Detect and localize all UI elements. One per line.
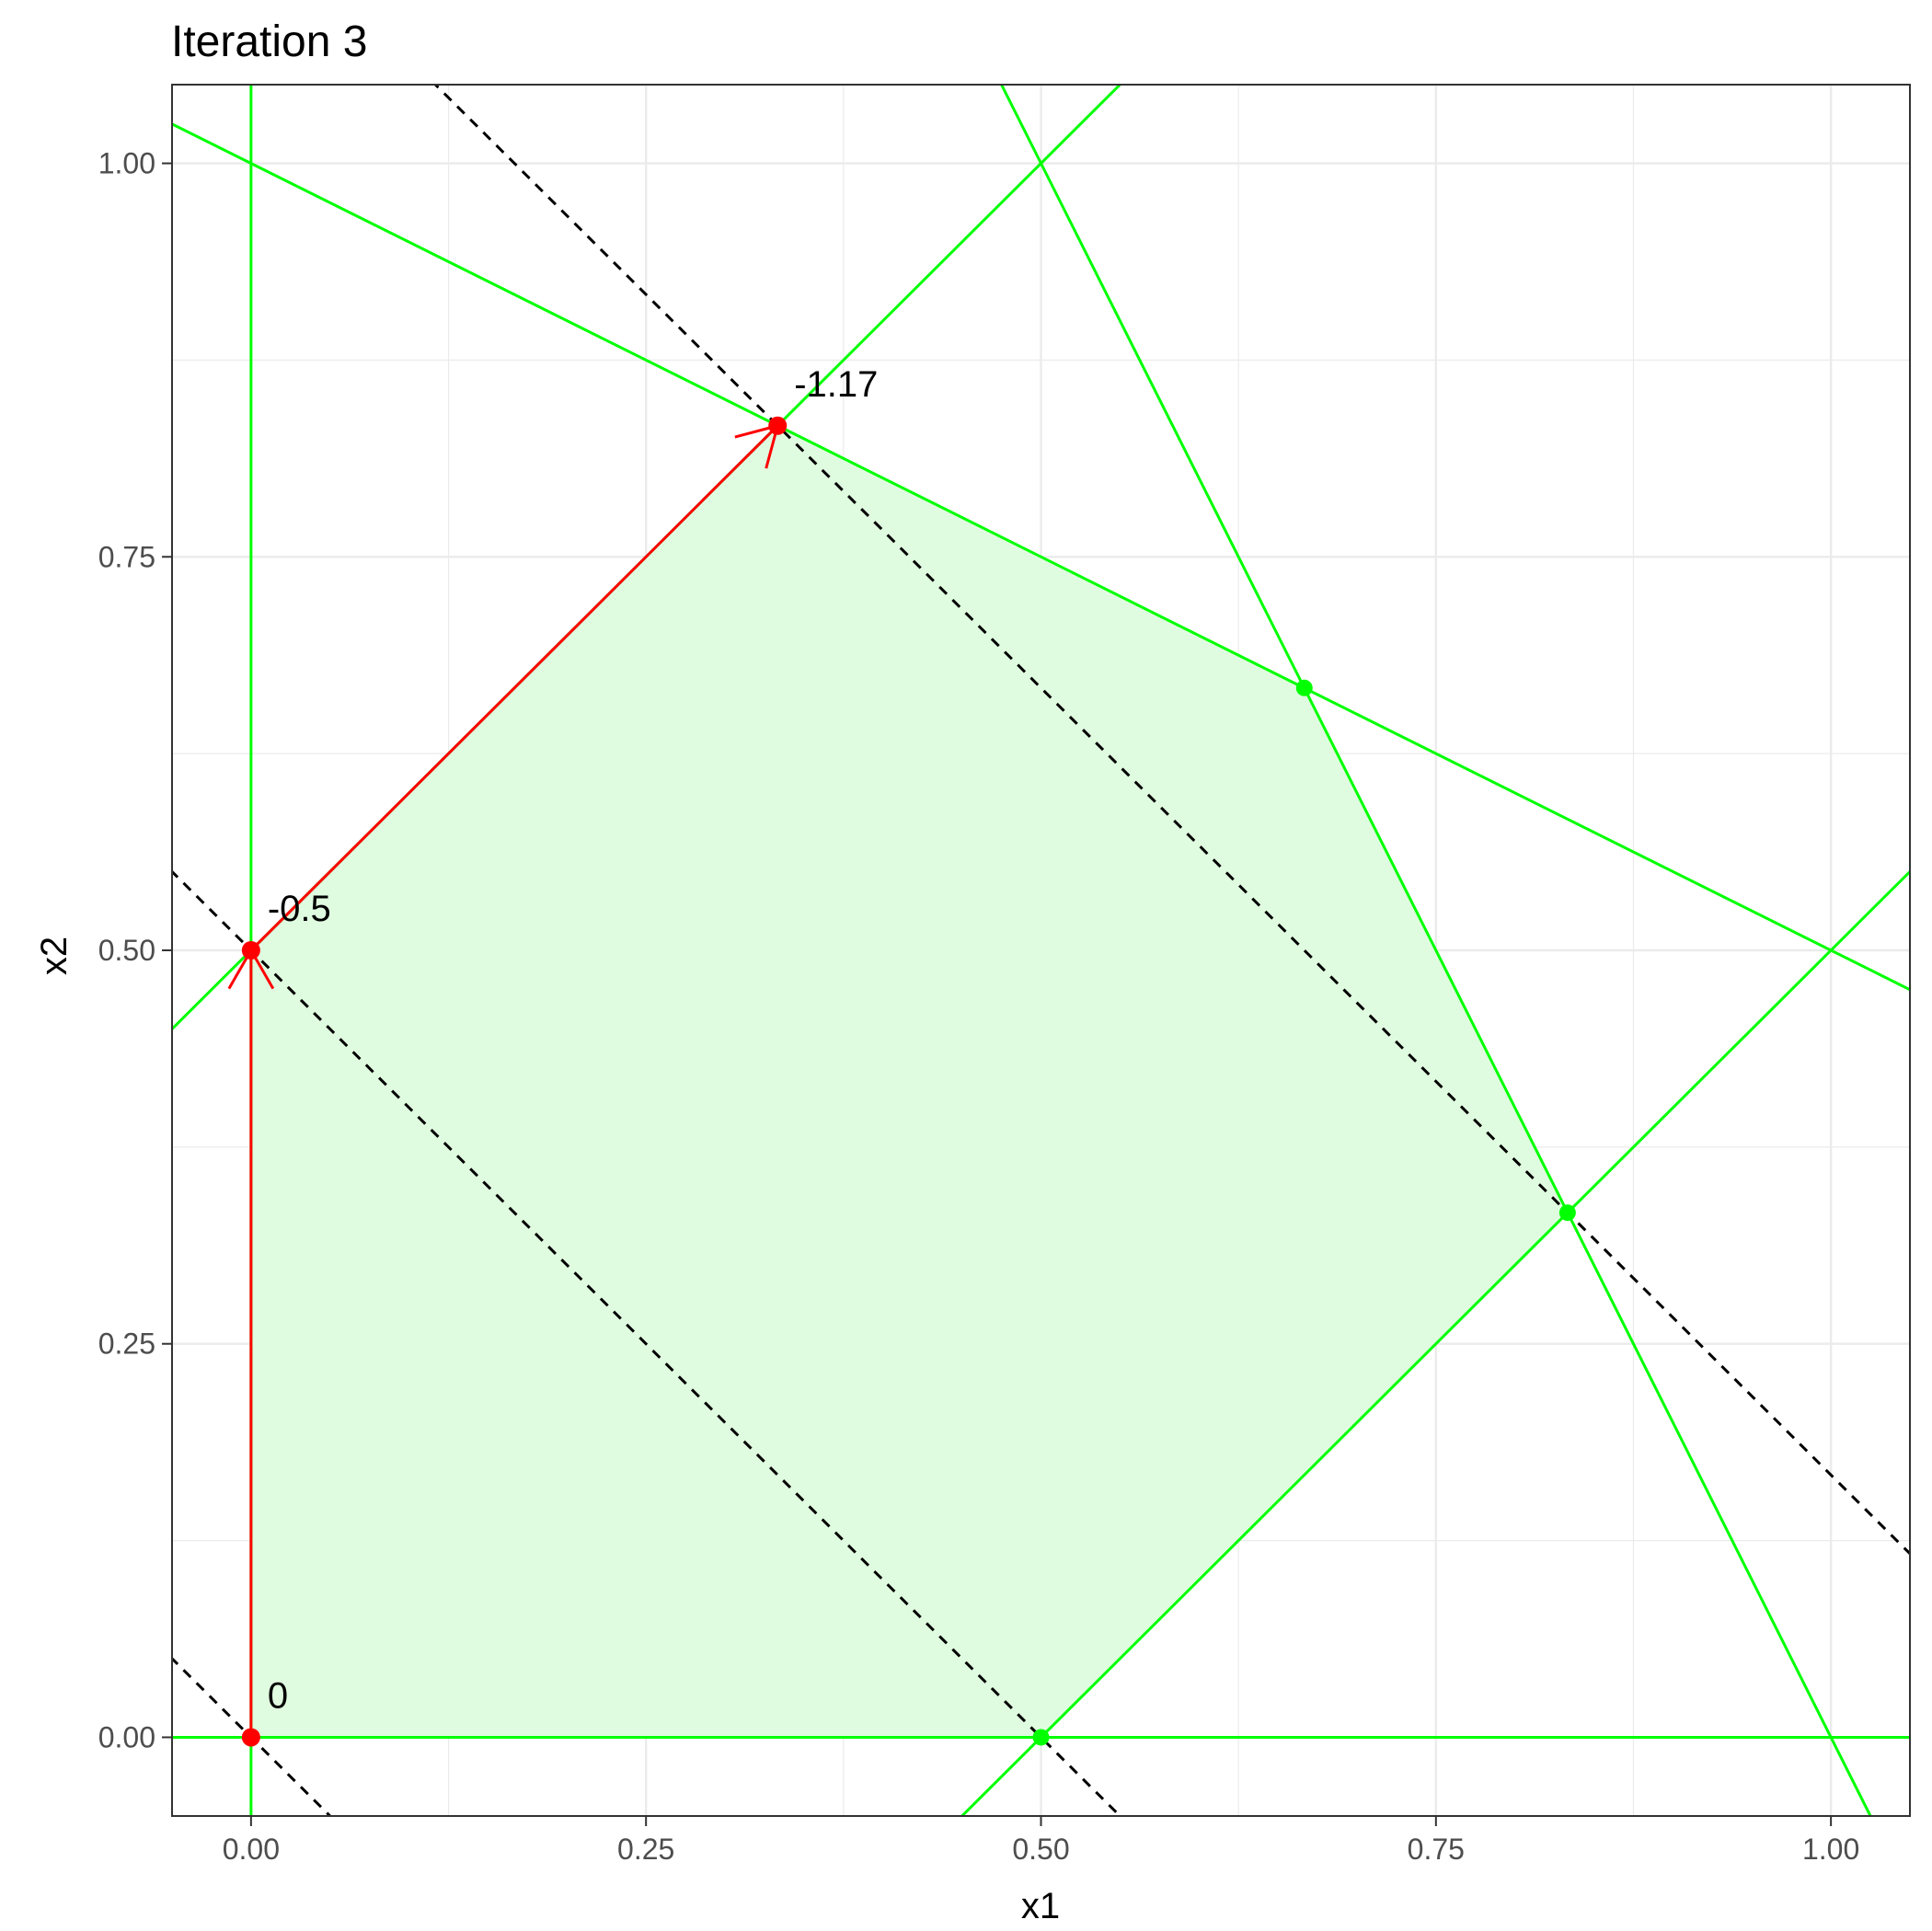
vertex-point — [1558, 1204, 1576, 1222]
y-tick-label: 0.00 — [98, 1720, 155, 1753]
objective-line — [433, 85, 1910, 1556]
x-axis-title: x1 — [1021, 1886, 1060, 1926]
y-tick-label: 0.75 — [98, 540, 155, 573]
objective-lines — [172, 85, 1910, 1816]
objective-line — [172, 869, 1122, 1816]
path-point — [241, 941, 260, 960]
y-tick-label: 1.00 — [98, 147, 155, 180]
feasible-region — [250, 425, 1568, 1738]
chart-title: Iteration 3 — [171, 17, 367, 66]
x-tick-label: 1.00 — [1802, 1833, 1859, 1866]
x-tick-label: 0.50 — [1012, 1833, 1069, 1866]
path-segment — [249, 424, 779, 952]
x-tick-label: 0.25 — [617, 1833, 674, 1866]
path-point — [241, 1728, 260, 1747]
path-point — [768, 416, 788, 435]
path-point-label: -0.5 — [268, 889, 331, 929]
vertex-point — [1295, 679, 1313, 696]
point-labels: 0 -0.5 -1.17 — [268, 364, 879, 1717]
x-tick-label: 0.75 — [1408, 1833, 1465, 1866]
constraint-line — [172, 122, 1910, 992]
feasible-region-layer — [250, 425, 1568, 1738]
y-tick-label: 0.25 — [98, 1328, 155, 1361]
y-tick-label: 0.50 — [98, 934, 155, 967]
path-point-label: -1.17 — [794, 364, 878, 405]
y-axis-title: x2 — [34, 937, 75, 975]
path-point-label: 0 — [268, 1675, 288, 1716]
y-axis-ticks: 0.00 0.25 0.50 0.75 1.00 — [98, 147, 172, 1753]
x-tick-label: 0.00 — [223, 1833, 280, 1866]
x-axis-ticks: 0.00 0.25 0.50 0.75 1.00 — [223, 1816, 1859, 1866]
points-layer — [241, 416, 1576, 1747]
vertex-point — [1032, 1729, 1050, 1746]
